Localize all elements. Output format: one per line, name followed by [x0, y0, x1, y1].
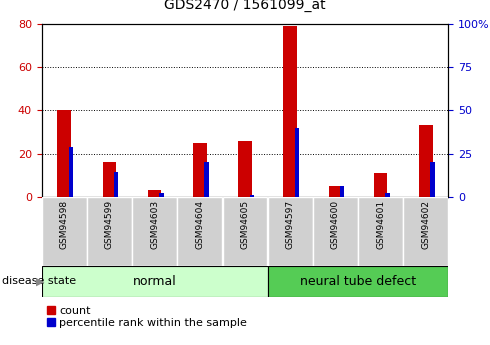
Text: GDS2470 / 1561099_at: GDS2470 / 1561099_at: [164, 0, 326, 12]
Text: GSM94603: GSM94603: [150, 200, 159, 249]
Bar: [268, 266, 448, 297]
Bar: [87, 197, 132, 266]
Text: GSM94604: GSM94604: [196, 200, 204, 249]
Bar: [148, 190, 161, 197]
Bar: [249, 195, 254, 197]
Text: GSM94605: GSM94605: [241, 200, 249, 249]
Text: GSM94598: GSM94598: [60, 200, 69, 249]
Text: GSM94600: GSM94600: [331, 200, 340, 249]
Bar: [313, 197, 358, 266]
Text: neural tube defect: neural tube defect: [300, 275, 416, 288]
Bar: [57, 110, 71, 197]
Bar: [329, 186, 342, 197]
Bar: [42, 266, 268, 297]
Bar: [358, 197, 403, 266]
Bar: [114, 172, 119, 197]
Bar: [222, 197, 268, 266]
Bar: [204, 162, 209, 197]
Text: GSM94601: GSM94601: [376, 200, 385, 249]
Bar: [132, 197, 177, 266]
Text: GSM94597: GSM94597: [286, 200, 294, 249]
Legend: count, percentile rank within the sample: count, percentile rank within the sample: [47, 306, 247, 328]
Bar: [177, 197, 222, 266]
Bar: [238, 141, 252, 197]
Bar: [268, 197, 313, 266]
Bar: [193, 143, 207, 197]
Bar: [340, 186, 344, 197]
Bar: [430, 162, 435, 197]
Text: normal: normal: [133, 275, 176, 288]
Bar: [283, 26, 297, 197]
Bar: [159, 193, 164, 197]
Text: disease state: disease state: [2, 276, 76, 286]
Bar: [403, 197, 448, 266]
Bar: [419, 126, 433, 197]
Bar: [102, 162, 116, 197]
Bar: [69, 147, 74, 197]
Bar: [374, 173, 387, 197]
Bar: [294, 128, 299, 197]
Bar: [385, 193, 390, 197]
Text: ▶: ▶: [36, 276, 44, 286]
Bar: [42, 197, 87, 266]
Text: GSM94599: GSM94599: [105, 200, 114, 249]
Text: GSM94602: GSM94602: [421, 200, 430, 249]
